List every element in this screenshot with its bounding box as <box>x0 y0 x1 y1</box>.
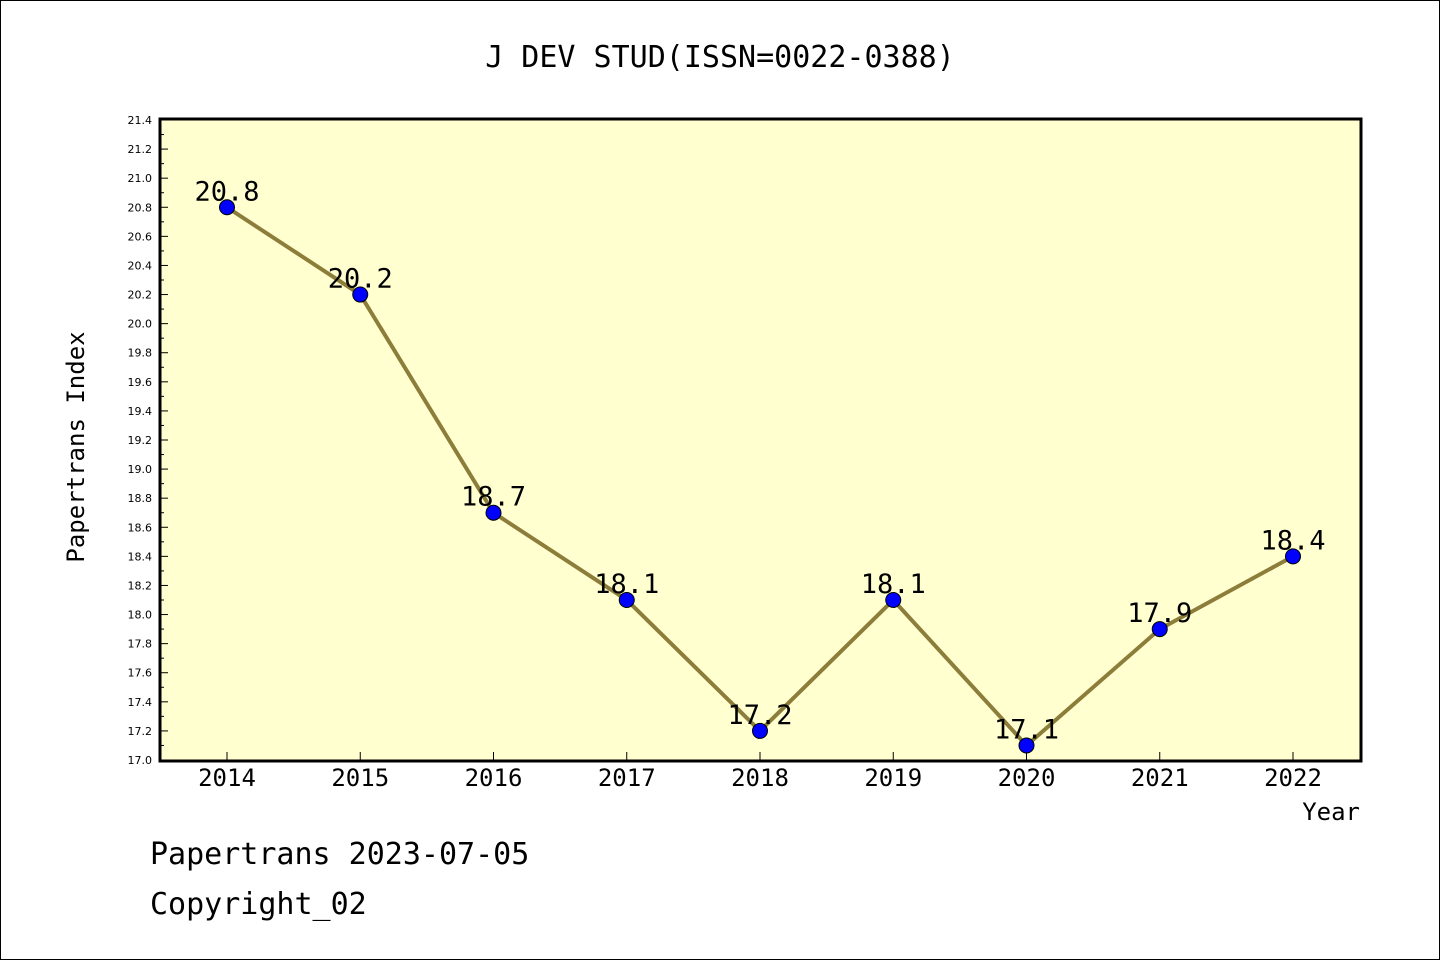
y-tick-label: 17.6 <box>128 667 153 680</box>
y-tick-label: 19.8 <box>128 347 153 360</box>
data-point <box>219 199 235 216</box>
y-tick-label: 18.8 <box>128 492 153 505</box>
y-axis: 17.0 17.2 17.4 17.6 17.8 18.0 18.2 18.4 18.6 18.8… <box>128 114 168 767</box>
x-tick-label: 2016 <box>465 764 523 792</box>
data-label: 18.7 <box>461 482 526 513</box>
y-tick-label: 17.0 <box>128 754 153 767</box>
y-tick-label: 19.6 <box>128 376 153 389</box>
y-tick-label: 18.6 <box>128 521 153 534</box>
x-tick-label: 2015 <box>331 764 389 792</box>
data-label: 20.2 <box>328 264 393 295</box>
x-tick-label: 2017 <box>598 764 656 792</box>
data-point <box>752 722 768 739</box>
chart-title: J DEV STUD(ISSN=0022-0388) <box>485 40 955 75</box>
y-tick-label: 17.8 <box>128 638 153 651</box>
x-tick-label: 2022 <box>1264 764 1322 792</box>
data-point <box>1151 621 1168 638</box>
data-label: 18.1 <box>861 569 926 600</box>
y-tick-label: 20.6 <box>128 230 153 243</box>
x-tick-label: 2020 <box>998 764 1056 792</box>
y-tick-label: 21.4 <box>128 114 153 127</box>
data-label: 18.4 <box>1260 525 1325 556</box>
x-tick-label: 2019 <box>864 764 922 792</box>
y-tick-label: 18.0 <box>128 609 153 622</box>
series-markers <box>219 199 1301 754</box>
y-tick-label: 21.2 <box>128 143 153 156</box>
plot-area <box>158 117 1363 763</box>
data-label: 18.1 <box>594 569 659 600</box>
x-axis: 2014 2015 2016 2017 2018 2019 2020 2021 2022 <box>198 752 1322 792</box>
y-axis-title: Papertrans Index <box>62 331 90 562</box>
x-axis-title: Year <box>1302 798 1360 826</box>
y-tick-label: 19.0 <box>128 463 153 476</box>
data-point <box>618 592 635 608</box>
x-tick-label: 2014 <box>198 764 256 792</box>
y-tick-label: 18.2 <box>128 579 153 592</box>
y-tick-label: 21.0 <box>128 172 153 185</box>
data-label: 17.1 <box>994 714 1059 745</box>
y-tick-label: 19.2 <box>128 434 153 447</box>
y-tick-label: 20.4 <box>128 259 153 272</box>
y-tick-label: 20.0 <box>128 318 153 331</box>
x-tick-label: 2021 <box>1131 764 1189 792</box>
footer-date: Papertrans 2023-07-05 <box>150 837 529 872</box>
y-tick-label: 17.4 <box>128 696 153 709</box>
y-tick-label: 18.4 <box>128 550 153 563</box>
footer-copyright: Copyright_02 <box>150 887 367 922</box>
y-tick-label: 20.2 <box>128 289 153 302</box>
data-point <box>1285 548 1301 565</box>
x-tick-label: 2018 <box>731 764 789 792</box>
data-label: 17.9 <box>1127 598 1192 629</box>
data-label: 17.2 <box>727 700 792 731</box>
data-point <box>352 286 369 303</box>
data-point <box>1018 737 1035 754</box>
y-tick-label: 20.8 <box>128 201 153 214</box>
data-point <box>885 592 902 608</box>
data-label: 20.8 <box>194 176 259 207</box>
data-labels: 20.8 20.2 18.7 18.1 17.2 18.1 17.1 17.9 18.4 <box>194 176 1325 745</box>
y-tick-label: 19.4 <box>128 405 153 418</box>
y-tick-label: 17.2 <box>128 725 153 738</box>
data-point <box>485 504 502 521</box>
